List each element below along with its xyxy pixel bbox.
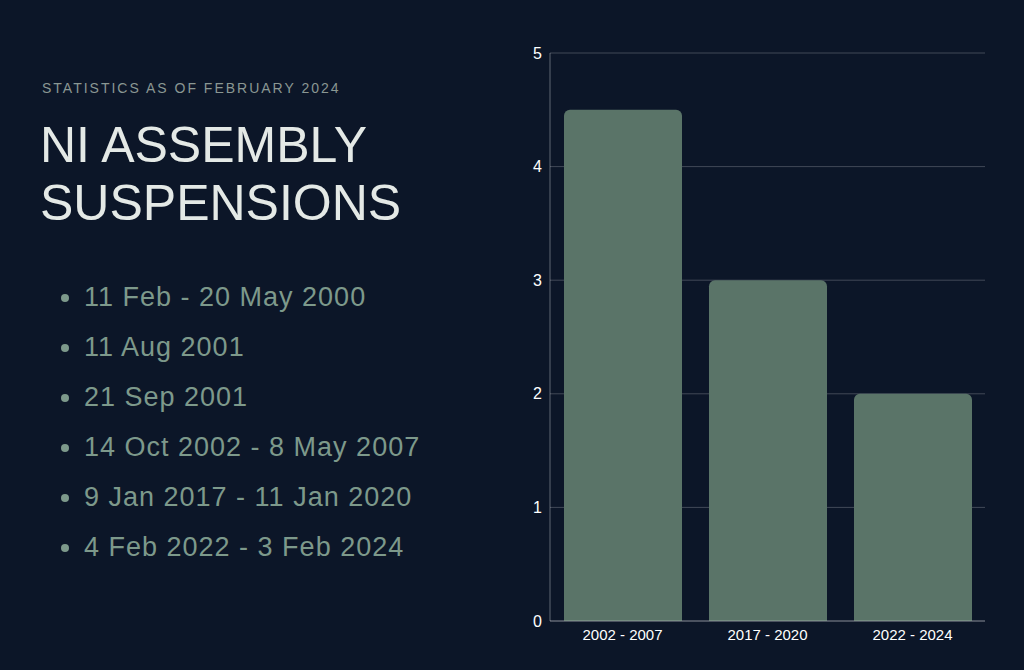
svg-text:5: 5 [533,45,542,62]
html-text:11 Aug 2001: 11 Aug 2001 [84,332,245,362]
html-text:9 Jan 2017 - 11 Jan 2020: 9 Jan 2017 - 11 Jan 2020 [84,482,413,512]
svg-text:4: 4 [533,158,542,175]
svg-text:2017 - 2020: 2017 - 2020 [727,626,807,643]
html-text:4 Feb 2022 - 3 Feb 2024: 4 Feb 2022 - 3 Feb 2024 [84,532,405,562]
svg-text:1: 1 [533,499,542,516]
svg-text:0: 0 [533,613,542,630]
html-text:STATISTICS AS OF FEBRUARY 2024: STATISTICS AS OF FEBRUARY 2024 [42,80,341,96]
svg-text:3: 3 [533,272,542,289]
svg-text:2002 - 2007: 2002 - 2007 [582,626,662,643]
svg-text:2022 - 2024: 2022 - 2024 [872,626,952,643]
html-text:14 Oct 2002 - 8 May 2007: 14 Oct 2002 - 8 May 2007 [84,432,421,462]
svg-text:2: 2 [533,385,542,402]
html-text:11 Feb - 20 May 2000: 11 Feb - 20 May 2000 [84,282,367,312]
html-text:NI ASSEMBLY SUSPENSIONS: NI ASSEMBLY SUSPENSIONS [40,117,402,231]
html-text:21 Sep 2001: 21 Sep 2001 [84,382,249,412]
